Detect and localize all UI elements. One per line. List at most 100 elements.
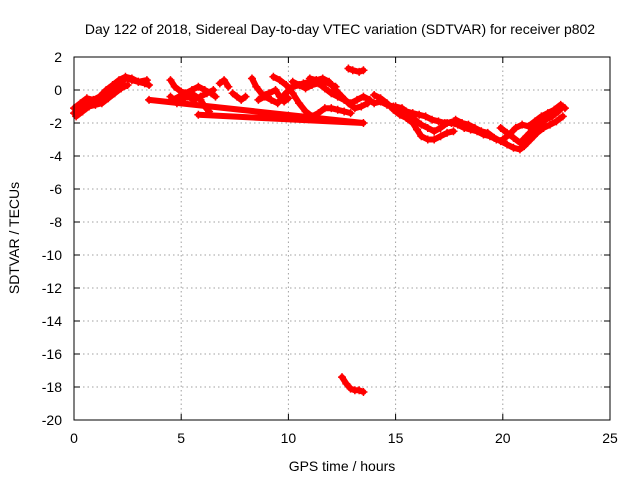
x-axis-label: GPS time / hours — [289, 458, 396, 474]
series-band — [229, 90, 249, 103]
data-point — [340, 107, 349, 116]
data-point — [355, 386, 364, 395]
data-point — [421, 112, 430, 121]
data-point — [443, 128, 452, 137]
data-point — [530, 117, 539, 126]
x-tick-label: 0 — [70, 430, 78, 446]
series-arc-7 — [215, 76, 233, 91]
data-point — [524, 122, 533, 131]
data-point — [535, 120, 544, 129]
data-point — [430, 135, 439, 144]
data-point — [376, 94, 385, 103]
x-tick-label: 20 — [495, 430, 511, 446]
data-point — [215, 79, 224, 88]
data-point — [237, 95, 246, 104]
data-point — [104, 94, 113, 103]
data-point — [509, 133, 518, 142]
data-point — [556, 100, 565, 109]
data-point — [145, 95, 154, 104]
data-point — [282, 81, 291, 90]
data-point — [353, 95, 362, 104]
data-point — [350, 104, 359, 113]
data-point — [518, 120, 527, 129]
series-arc-16 — [370, 90, 458, 144]
data-point — [391, 102, 400, 111]
data-point — [183, 92, 192, 101]
y-tick-label: -10 — [42, 247, 62, 263]
data-point — [458, 119, 467, 127]
data-point — [539, 123, 548, 132]
series-arc-17 — [391, 102, 458, 136]
data-point — [464, 120, 473, 129]
data-point — [528, 125, 537, 134]
data-series — [70, 64, 569, 396]
data-point — [307, 81, 316, 90]
data-point — [211, 92, 220, 101]
data-point — [423, 123, 432, 132]
data-point — [483, 128, 492, 137]
data-point — [417, 120, 426, 129]
data-point — [145, 81, 154, 90]
data-point — [443, 119, 452, 127]
data-point — [357, 102, 366, 111]
series-arc-20 — [498, 100, 569, 144]
data-point — [511, 123, 520, 132]
data-point — [410, 115, 419, 124]
data-point — [267, 95, 276, 104]
data-point — [417, 132, 426, 141]
data-point — [127, 74, 136, 83]
data-point — [338, 373, 346, 382]
data-point — [325, 77, 334, 86]
data-point — [434, 117, 443, 126]
y-tick-label: -12 — [42, 280, 62, 296]
series-band — [345, 65, 367, 75]
data-point — [451, 115, 460, 124]
data-point — [520, 142, 529, 151]
data-point — [359, 92, 368, 101]
data-point — [333, 105, 342, 114]
data-point — [275, 76, 284, 85]
y-tick-label: -4 — [50, 148, 63, 164]
data-point — [363, 95, 372, 104]
data-point — [533, 128, 542, 137]
data-point — [359, 66, 368, 75]
data-point — [284, 94, 293, 103]
data-point — [404, 109, 413, 118]
data-point — [558, 112, 567, 121]
y-tick-label: -20 — [42, 412, 62, 428]
data-point — [383, 99, 392, 108]
data-point — [359, 387, 368, 396]
data-point — [228, 89, 237, 98]
data-point — [269, 72, 278, 81]
data-point — [260, 92, 269, 101]
data-point — [85, 102, 94, 111]
x-tick-label: 10 — [281, 430, 297, 446]
data-point — [327, 104, 336, 113]
chart-title: Day 122 of 2018, Sidereal Day-to-day VTE… — [85, 21, 595, 37]
data-point — [97, 99, 106, 108]
y-tick-label: 0 — [54, 82, 62, 98]
series-arc-2 — [70, 72, 151, 113]
data-point — [91, 100, 100, 109]
data-point — [123, 81, 132, 90]
data-point — [318, 74, 327, 83]
data-point — [526, 135, 535, 144]
series-band — [392, 103, 457, 135]
data-point — [436, 132, 445, 141]
data-point — [402, 114, 411, 123]
data-point — [232, 92, 241, 101]
y-tick-label: -2 — [50, 115, 63, 131]
data-point — [398, 104, 407, 113]
data-point — [220, 76, 229, 85]
data-point — [428, 115, 437, 124]
data-point — [496, 123, 505, 132]
data-point — [295, 81, 304, 90]
data-point — [82, 94, 91, 103]
series-arc-21 — [338, 373, 368, 396]
x-tick-label: 25 — [602, 430, 618, 446]
data-point — [413, 125, 422, 134]
series-isolated — [145, 95, 368, 127]
data-point — [505, 130, 514, 139]
x-tick-label: 15 — [388, 430, 404, 446]
